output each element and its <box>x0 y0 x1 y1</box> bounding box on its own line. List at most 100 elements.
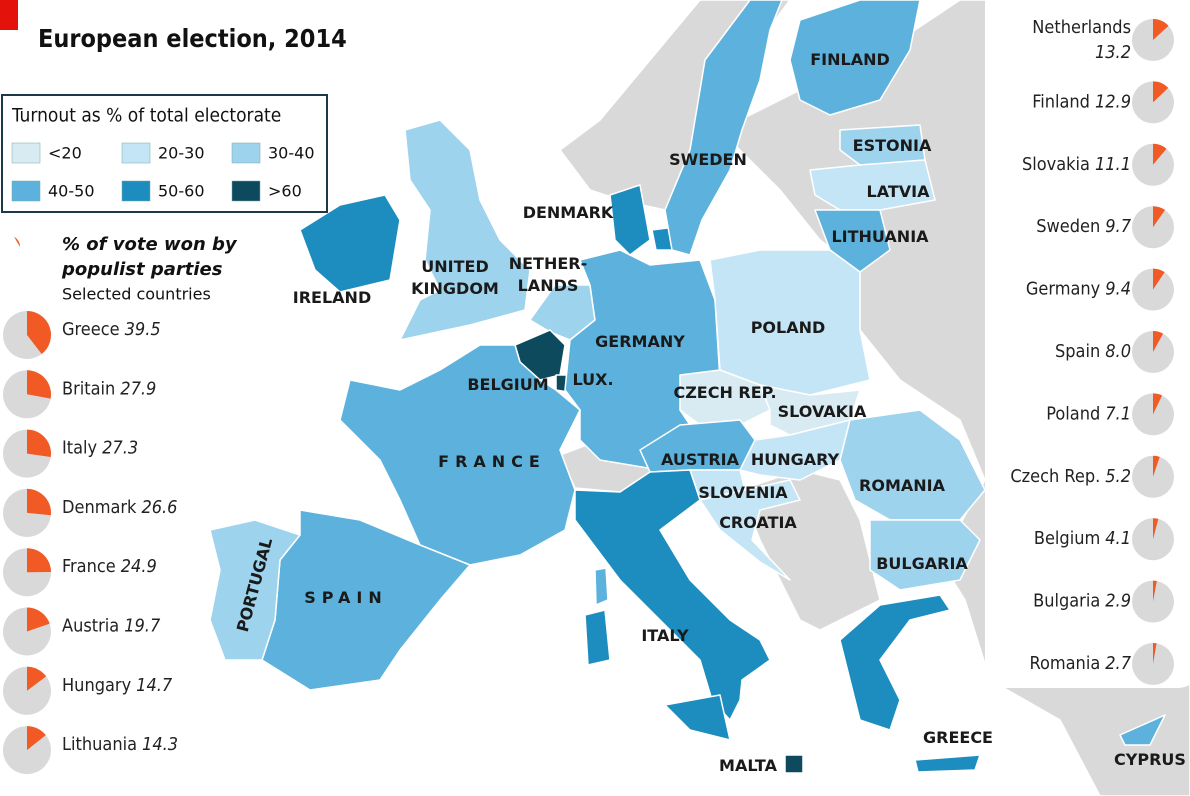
country-label-line: IRELAND <box>293 288 371 307</box>
country-shape <box>339 344 581 566</box>
country-label-line: MALTA <box>719 756 778 775</box>
country-shape <box>699 479 801 581</box>
pie-wedge <box>1153 331 1164 352</box>
country-label: CYPRUS <box>1114 750 1186 769</box>
country-label-line: ROMANIA <box>859 476 946 495</box>
country-shape <box>594 567 609 606</box>
pie-value: 13.2 <box>1095 42 1131 63</box>
legend-label: 50-60 <box>158 182 205 201</box>
country-label: AUSTRIA <box>661 450 740 469</box>
pie-name: Greece <box>62 319 120 340</box>
pie-name: Slovakia <box>1022 154 1090 175</box>
populist-legend-title: % of vote won by <box>62 234 238 255</box>
country-shape <box>869 519 981 591</box>
country-labels: IRELAND UNITED KINGDOM NETHER- LANDS BELGIUM L… <box>232 50 1186 775</box>
pie-label: Belgium 4.1 <box>1034 528 1131 549</box>
pie-wedge <box>27 370 51 399</box>
country-label-line: SWEDEN <box>669 150 747 169</box>
country-label: LATVIA <box>867 182 931 201</box>
country-label-line: KINGDOM <box>411 279 499 298</box>
pie-value: 26.6 <box>141 497 177 518</box>
legend-label: 40-50 <box>48 182 95 201</box>
country-label: ROMANIA <box>859 476 946 495</box>
country-label-line: CROATIA <box>719 513 797 532</box>
country-shape <box>809 159 936 211</box>
country-label: CROATIA <box>719 513 797 532</box>
pies: % of vote won by populist parties Selected… <box>3 17 1174 775</box>
populist-legend-subtitle: Selected countries <box>62 285 211 304</box>
title-bar <box>0 0 18 30</box>
country-shape <box>574 469 771 721</box>
country-shape <box>814 209 891 273</box>
country-label: SWEDEN <box>669 150 747 169</box>
pie-value: 27.3 <box>102 438 138 459</box>
country-shape <box>664 0 783 256</box>
country-shape <box>209 519 301 661</box>
pie-value: 2.7 <box>1105 653 1131 674</box>
pie-wedge <box>1153 643 1157 664</box>
pie-value: 7.1 <box>1105 403 1131 424</box>
countries <box>209 0 1166 774</box>
pie-value: 8.0 <box>1105 341 1131 362</box>
pie-label: Germany 9.4 <box>1026 279 1131 300</box>
pie-wedge <box>27 607 50 632</box>
country-label: LITHUANIA <box>831 227 929 246</box>
pie-value: 2.9 <box>1105 591 1131 612</box>
country-label-line: GERMANY <box>595 332 685 351</box>
pie-label: Hungary 14.7 <box>62 675 173 696</box>
pie-name: Austria <box>62 616 119 637</box>
country-shape <box>839 594 951 731</box>
country-label: IRELAND <box>293 288 371 307</box>
legend-swatch <box>121 180 151 202</box>
pie-name: Britain <box>62 378 115 399</box>
pie-name: Germany <box>1026 279 1101 300</box>
pie-wedge <box>1153 393 1163 415</box>
legend-swatch <box>11 180 41 202</box>
pie-label: Slovakia 11.1 <box>1022 154 1131 175</box>
populist-legend-title: populist parties <box>61 259 223 280</box>
country-label-line: SLOVAKIA <box>778 402 867 421</box>
turnout-legend-title: Turnout as % of total electorate <box>11 105 281 127</box>
pie-name: Spain <box>1055 341 1100 362</box>
country-label: FINLAND <box>810 50 890 69</box>
pie-label: Sweden 9.7 <box>1036 216 1131 237</box>
pie-name: Netherlands <box>1032 17 1131 38</box>
pie-name: France <box>62 556 116 577</box>
title: European election, 2014 <box>38 24 347 53</box>
country-label: POLAND <box>751 318 826 337</box>
pie-value: 27.9 <box>120 378 156 399</box>
country-shape <box>584 609 611 666</box>
country-label: ITALY <box>641 626 689 645</box>
country-label-line: HUNGARY <box>751 450 840 469</box>
country-label-line: CYPRUS <box>1114 750 1186 769</box>
pie-wedge <box>1153 580 1157 602</box>
pie-wedge <box>1153 206 1166 228</box>
pie-wedge <box>1153 455 1160 477</box>
pie-name: Bulgaria <box>1033 591 1100 612</box>
country-label-line: LUX. <box>572 370 613 389</box>
pie-value: 14.3 <box>142 734 178 755</box>
country-shape <box>399 119 531 341</box>
country-label-line: ITALY <box>641 626 689 645</box>
pie-value: 9.7 <box>1105 216 1131 237</box>
pie-label: Austria 19.7 <box>62 616 161 637</box>
country-label-line: LITHUANIA <box>831 227 929 246</box>
pie-name: Czech Rep. <box>1010 466 1100 487</box>
legend-label: >60 <box>268 182 302 201</box>
country-label-line: FRANCE <box>438 452 546 471</box>
pie-label: Greece 39.5 <box>62 319 161 340</box>
pie-label: Czech Rep. 5.2 <box>1010 466 1131 487</box>
pie-name: Romania <box>1030 653 1101 674</box>
country-label: GREECE <box>923 728 993 747</box>
pie-label: France 24.9 <box>62 556 157 577</box>
pie-label: Italy 27.3 <box>62 438 138 459</box>
legend-label: <20 <box>48 144 82 163</box>
country-label: SPAIN <box>304 588 388 607</box>
country-label-line: SPAIN <box>304 588 388 607</box>
legend-pie-icon <box>14 236 20 247</box>
country-shape <box>299 194 401 293</box>
country-label-line: UNITED <box>421 257 488 276</box>
pie-wedge <box>1153 19 1169 40</box>
country-label: SLOVENIA <box>698 483 788 502</box>
